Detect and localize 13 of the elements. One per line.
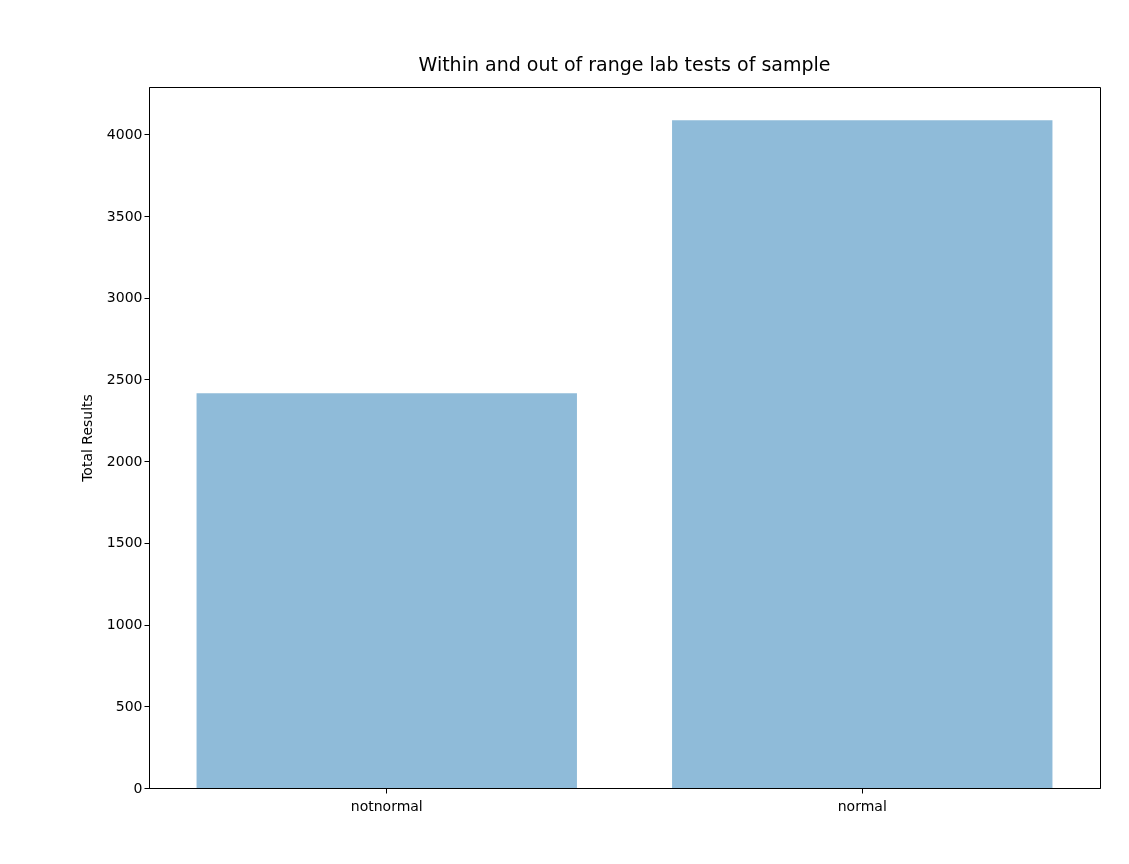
y-tick-label: 1500 [106, 534, 143, 551]
chart-title: Within and out of range lab tests of sample [418, 53, 831, 75]
y-tick-label: 3000 [106, 289, 143, 306]
y-tick-label: 0 [133, 779, 143, 796]
x-tick-label: notnormal [350, 797, 423, 814]
y-tick-label: 3500 [106, 207, 143, 224]
y-tick-label: 4000 [106, 125, 143, 142]
y-tick-label: 1000 [106, 616, 143, 633]
y-tick-label: 2500 [106, 370, 143, 387]
y-axis-title: Total Results [78, 394, 95, 483]
y-tick-label: 2000 [106, 452, 143, 469]
x-tick-label: normal [837, 797, 887, 814]
y-tick-label: 500 [115, 697, 143, 714]
